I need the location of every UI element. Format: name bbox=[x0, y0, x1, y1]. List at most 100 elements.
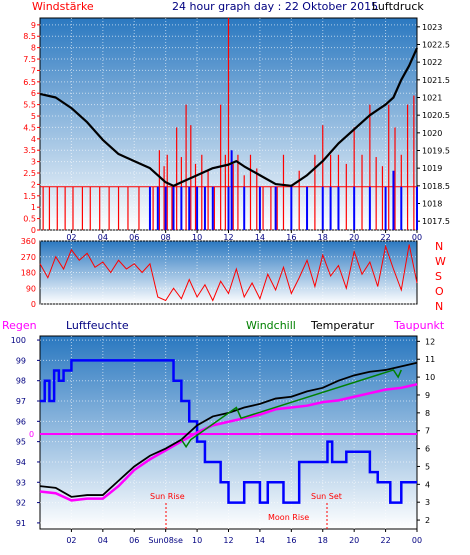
legend-regen: Regen bbox=[2, 319, 37, 332]
wind-tick-label: 0.5 bbox=[23, 215, 36, 224]
time-ticks-top: 02 04 06 08 10 12 14 16 18 20 22 00 bbox=[66, 230, 422, 242]
time-tick-label: 08 bbox=[161, 233, 171, 242]
time-tick-label: 04 bbox=[98, 233, 108, 242]
time-tick-label: 20 bbox=[349, 536, 359, 545]
time-tick-label: 00 bbox=[412, 536, 422, 545]
humidity-tick-label: 93 bbox=[16, 478, 26, 487]
time-tick-label: 16 bbox=[286, 233, 296, 242]
wind-direction-series-line bbox=[39, 244, 418, 302]
temperature-tick-label: 11 bbox=[425, 355, 435, 364]
time-tick-label: 02 bbox=[66, 536, 76, 545]
humidity-tick-label: 94 bbox=[16, 458, 26, 467]
pressure-tick-label: 1020.5 bbox=[422, 111, 450, 120]
wind-tick-label: 7.5 bbox=[23, 55, 36, 64]
temperature-tick-label: 8 bbox=[425, 409, 430, 418]
wind-tick-label: 0 bbox=[31, 226, 36, 235]
compass-label: N bbox=[435, 300, 443, 313]
wind-tick-label: 5.5 bbox=[23, 101, 36, 110]
pressure-tick-label: 1018.5 bbox=[422, 182, 450, 191]
humidity-ticks: 91 92 93 94 95 96 97 98 99 100 bbox=[11, 336, 40, 528]
compass-label: W bbox=[435, 255, 446, 268]
time-tick-label: 00 bbox=[412, 233, 422, 242]
wind-tick-label: 9 bbox=[31, 21, 36, 30]
legend-luftfeuchte: Luftfeuchte bbox=[66, 319, 129, 332]
time-tick-label: 02 bbox=[66, 233, 76, 242]
temperature-tick-label: 10 bbox=[425, 373, 435, 382]
legend-taupunkt: Taupunkt bbox=[393, 319, 445, 332]
temperature-tick-label: 7 bbox=[425, 427, 430, 436]
temperature-tick-label: 12 bbox=[425, 337, 435, 346]
dewpoint-series-line bbox=[39, 383, 418, 502]
time-tick-label: 14 bbox=[255, 536, 265, 545]
sun-rise-label: Sun Rise bbox=[150, 492, 185, 501]
time-tick-label: 12 bbox=[223, 233, 233, 242]
time-tick-label: 04 bbox=[98, 536, 108, 545]
pressure-tick-label: 1019.5 bbox=[422, 147, 450, 156]
time-tick-label: 22 bbox=[380, 233, 390, 242]
wind-tick-label: 6.5 bbox=[23, 78, 36, 87]
pressure-tick-label: 1022 bbox=[422, 58, 442, 67]
wind-tick-label: 7 bbox=[31, 66, 36, 75]
humidity-tick-label: 96 bbox=[16, 417, 26, 426]
sun-set-label: Sun Set bbox=[311, 492, 342, 501]
compass-label: N bbox=[435, 240, 443, 253]
temperature-ticks: 2 3 4 5 6 7 8 9 10 11 12 bbox=[417, 337, 435, 525]
wind-tick-label: 8 bbox=[31, 44, 36, 53]
temperature-tick-label: 3 bbox=[425, 498, 430, 507]
direction-degree-ticks: 360 270 180 90 0 bbox=[21, 237, 36, 309]
time-tick-label: 18 bbox=[318, 536, 328, 545]
wind-tick-label: 2 bbox=[31, 180, 36, 189]
humidity-tick-label: 91 bbox=[16, 519, 26, 528]
humidity-temperature-series bbox=[39, 359, 418, 504]
wind-tick-label: 4 bbox=[31, 135, 36, 144]
pressure-tick-label: 1017.5 bbox=[422, 217, 450, 226]
legend-windchill: Windchill bbox=[246, 319, 296, 332]
humidity-series-line bbox=[40, 359, 417, 504]
time-tick-label: Sun08se bbox=[148, 536, 183, 545]
wind-tick-label: 3.5 bbox=[23, 146, 36, 155]
rain-zero-label: 0 bbox=[29, 430, 34, 439]
pressure-tick-label: 1023 bbox=[422, 23, 442, 32]
chart-title: 24 hour graph day : 22 Oktober 2015 bbox=[172, 0, 378, 13]
compass-label: S bbox=[435, 270, 442, 283]
wind-tick-label: 4.5 bbox=[23, 123, 36, 132]
wind-tick-label: 5 bbox=[31, 112, 36, 121]
humidity-tick-label: 97 bbox=[16, 397, 26, 406]
time-tick-label: 22 bbox=[380, 536, 390, 545]
direction-tick-label: 0 bbox=[31, 300, 36, 309]
direction-tick-label: 360 bbox=[21, 237, 36, 246]
temperature-tick-label: 2 bbox=[425, 516, 430, 525]
pressure-line bbox=[39, 47, 419, 187]
wind-tick-label: 1.5 bbox=[23, 192, 36, 201]
time-tick-label: 10 bbox=[192, 233, 202, 242]
wind-tick-label: 6 bbox=[31, 89, 36, 98]
pressure-ticks: 1017.5 1018 1018.5 1019 1019.5 1020 1020.5 1021… bbox=[417, 23, 450, 226]
pressure-tick-label: 1018 bbox=[422, 200, 442, 209]
pressure-tick-label: 1021.5 bbox=[422, 76, 450, 85]
time-tick-label: 16 bbox=[286, 536, 296, 545]
pressure-tick-label: 1019 bbox=[422, 164, 442, 173]
wind-direction-line bbox=[39, 244, 418, 302]
temperature-tick-label: 9 bbox=[425, 391, 430, 400]
legend-temperatur: Temperatur bbox=[310, 319, 375, 332]
wind-tick-label: 1 bbox=[31, 203, 36, 212]
humidity-tick-label: 100 bbox=[11, 336, 26, 345]
time-tick-label: 06 bbox=[129, 233, 139, 242]
pressure-tick-label: 1020 bbox=[422, 129, 442, 138]
pressure-axis-title: Luftdruck bbox=[372, 0, 424, 13]
time-tick-label: 12 bbox=[223, 536, 233, 545]
time-tick-label: 18 bbox=[318, 233, 328, 242]
compass-label: O bbox=[435, 285, 444, 298]
wind-tick-label: 2.5 bbox=[23, 169, 36, 178]
wind-speed-ticks: 0 0.5 1 1.5 2 2.5 3 3.5 4 4.5 5 5.5 6 6.5 7 7.5 8 8.5 9 bbox=[23, 21, 40, 235]
humidity-tick-label: 95 bbox=[16, 438, 26, 447]
temperature-tick-label: 4 bbox=[425, 480, 430, 489]
wind-tick-label: 3 bbox=[31, 158, 36, 167]
temperature-tick-label: 6 bbox=[425, 445, 430, 454]
direction-tick-label: 270 bbox=[21, 253, 36, 262]
temperature-tick-label: 5 bbox=[425, 462, 430, 471]
time-tick-label: 06 bbox=[129, 536, 139, 545]
pressure-series-line bbox=[39, 47, 419, 187]
